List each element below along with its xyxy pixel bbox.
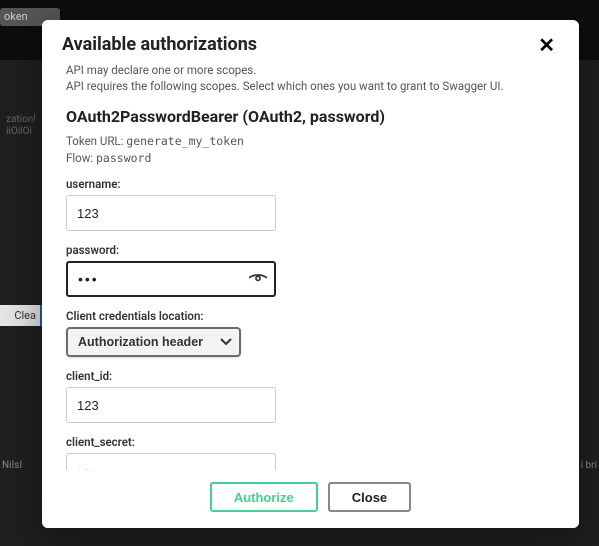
client-id-label: client_id:: [66, 369, 555, 383]
flow-line: Flow: password: [66, 151, 555, 165]
username-input[interactable]: [66, 195, 276, 231]
scheme-title: OAuth2PasswordBearer (OAuth2, password): [66, 107, 555, 126]
client-id-input[interactable]: [66, 387, 276, 423]
flow-value: password: [96, 151, 151, 165]
client-location-select[interactable]: [66, 327, 241, 357]
token-url-value: generate_my_token: [126, 134, 244, 148]
client-loc-label: Client credentials location:: [66, 309, 555, 323]
bg-dark-text-left: NiIsI: [2, 460, 22, 471]
client-secret-input[interactable]: [66, 453, 276, 470]
client-secret-label: client_secret:: [66, 435, 555, 449]
flow-label: Flow:: [66, 151, 93, 165]
token-url-label: Token URL:: [66, 134, 123, 148]
password-input[interactable]: [66, 261, 276, 297]
username-label: username:: [66, 177, 555, 191]
modal-title: Available authorizations: [62, 34, 257, 55]
token-url-line: Token URL: generate_my_token: [66, 134, 555, 148]
authorize-button[interactable]: Authorize: [210, 482, 318, 512]
modal-header: Available authorizations ✕: [42, 20, 579, 61]
scope-text-1: API may declare one or more scopes.: [66, 63, 555, 77]
eye-icon[interactable]: [248, 271, 268, 288]
modal-body: API may declare one or more scopes. API …: [42, 61, 579, 470]
auth-modal: Available authorizations ✕ API may decla…: [42, 20, 579, 528]
modal-footer: Authorize Close: [42, 470, 579, 528]
scope-text-2: API requires the following scopes. Selec…: [66, 79, 555, 93]
bg-clear-button: Clea: [0, 305, 40, 326]
close-icon[interactable]: ✕: [534, 35, 559, 55]
bg-dark-text-right: i bri: [581, 460, 597, 471]
password-label: password:: [66, 243, 555, 257]
close-button[interactable]: Close: [328, 482, 411, 512]
